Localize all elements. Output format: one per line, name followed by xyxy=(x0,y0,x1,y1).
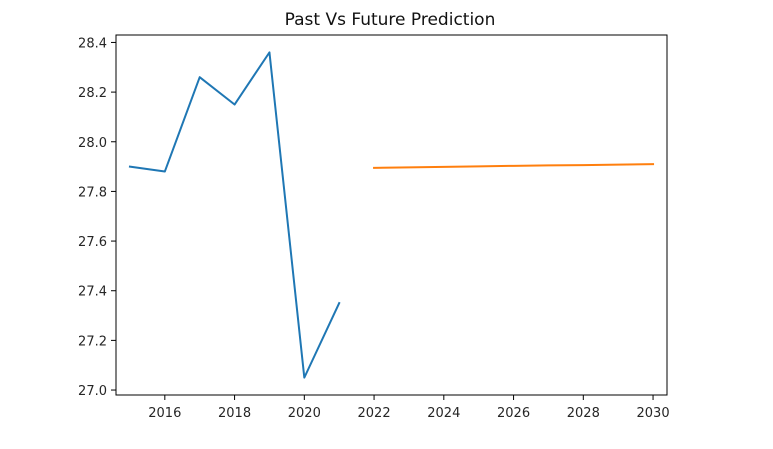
y-tick-label: 27.4 xyxy=(78,285,107,300)
x-tick-label: 2028 xyxy=(567,406,600,421)
y-tick-label: 27.0 xyxy=(78,384,107,399)
x-tick-label: 2018 xyxy=(218,406,251,421)
x-axis: 2016 2018 2020 2022 2024 2026 2028 2030 xyxy=(148,395,670,421)
x-tick-label: 2020 xyxy=(288,406,321,421)
chart-title: Past Vs Future Prediction xyxy=(285,10,496,30)
x-tick-label: 2022 xyxy=(358,406,391,421)
y-tick-label: 28.4 xyxy=(78,36,107,51)
x-tick-label: 2030 xyxy=(637,406,670,421)
y-tick-label: 27.2 xyxy=(78,334,107,349)
y-axis: 27.0 27.2 27.4 27.6 27.8 28.0 28.2 28.4 xyxy=(78,36,116,399)
y-tick-label: 27.8 xyxy=(78,185,107,200)
y-tick-label: 28.0 xyxy=(78,136,107,151)
x-tick-label: 2026 xyxy=(497,406,530,421)
plot-area xyxy=(128,51,655,379)
axes-frame xyxy=(115,34,668,396)
series-line-1 xyxy=(128,51,341,379)
series-line-2 xyxy=(373,163,655,169)
x-tick-label: 2016 xyxy=(148,406,181,421)
y-tick-label: 27.6 xyxy=(78,235,107,250)
x-tick-label: 2024 xyxy=(427,406,460,421)
y-tick-label: 28.2 xyxy=(78,86,107,101)
